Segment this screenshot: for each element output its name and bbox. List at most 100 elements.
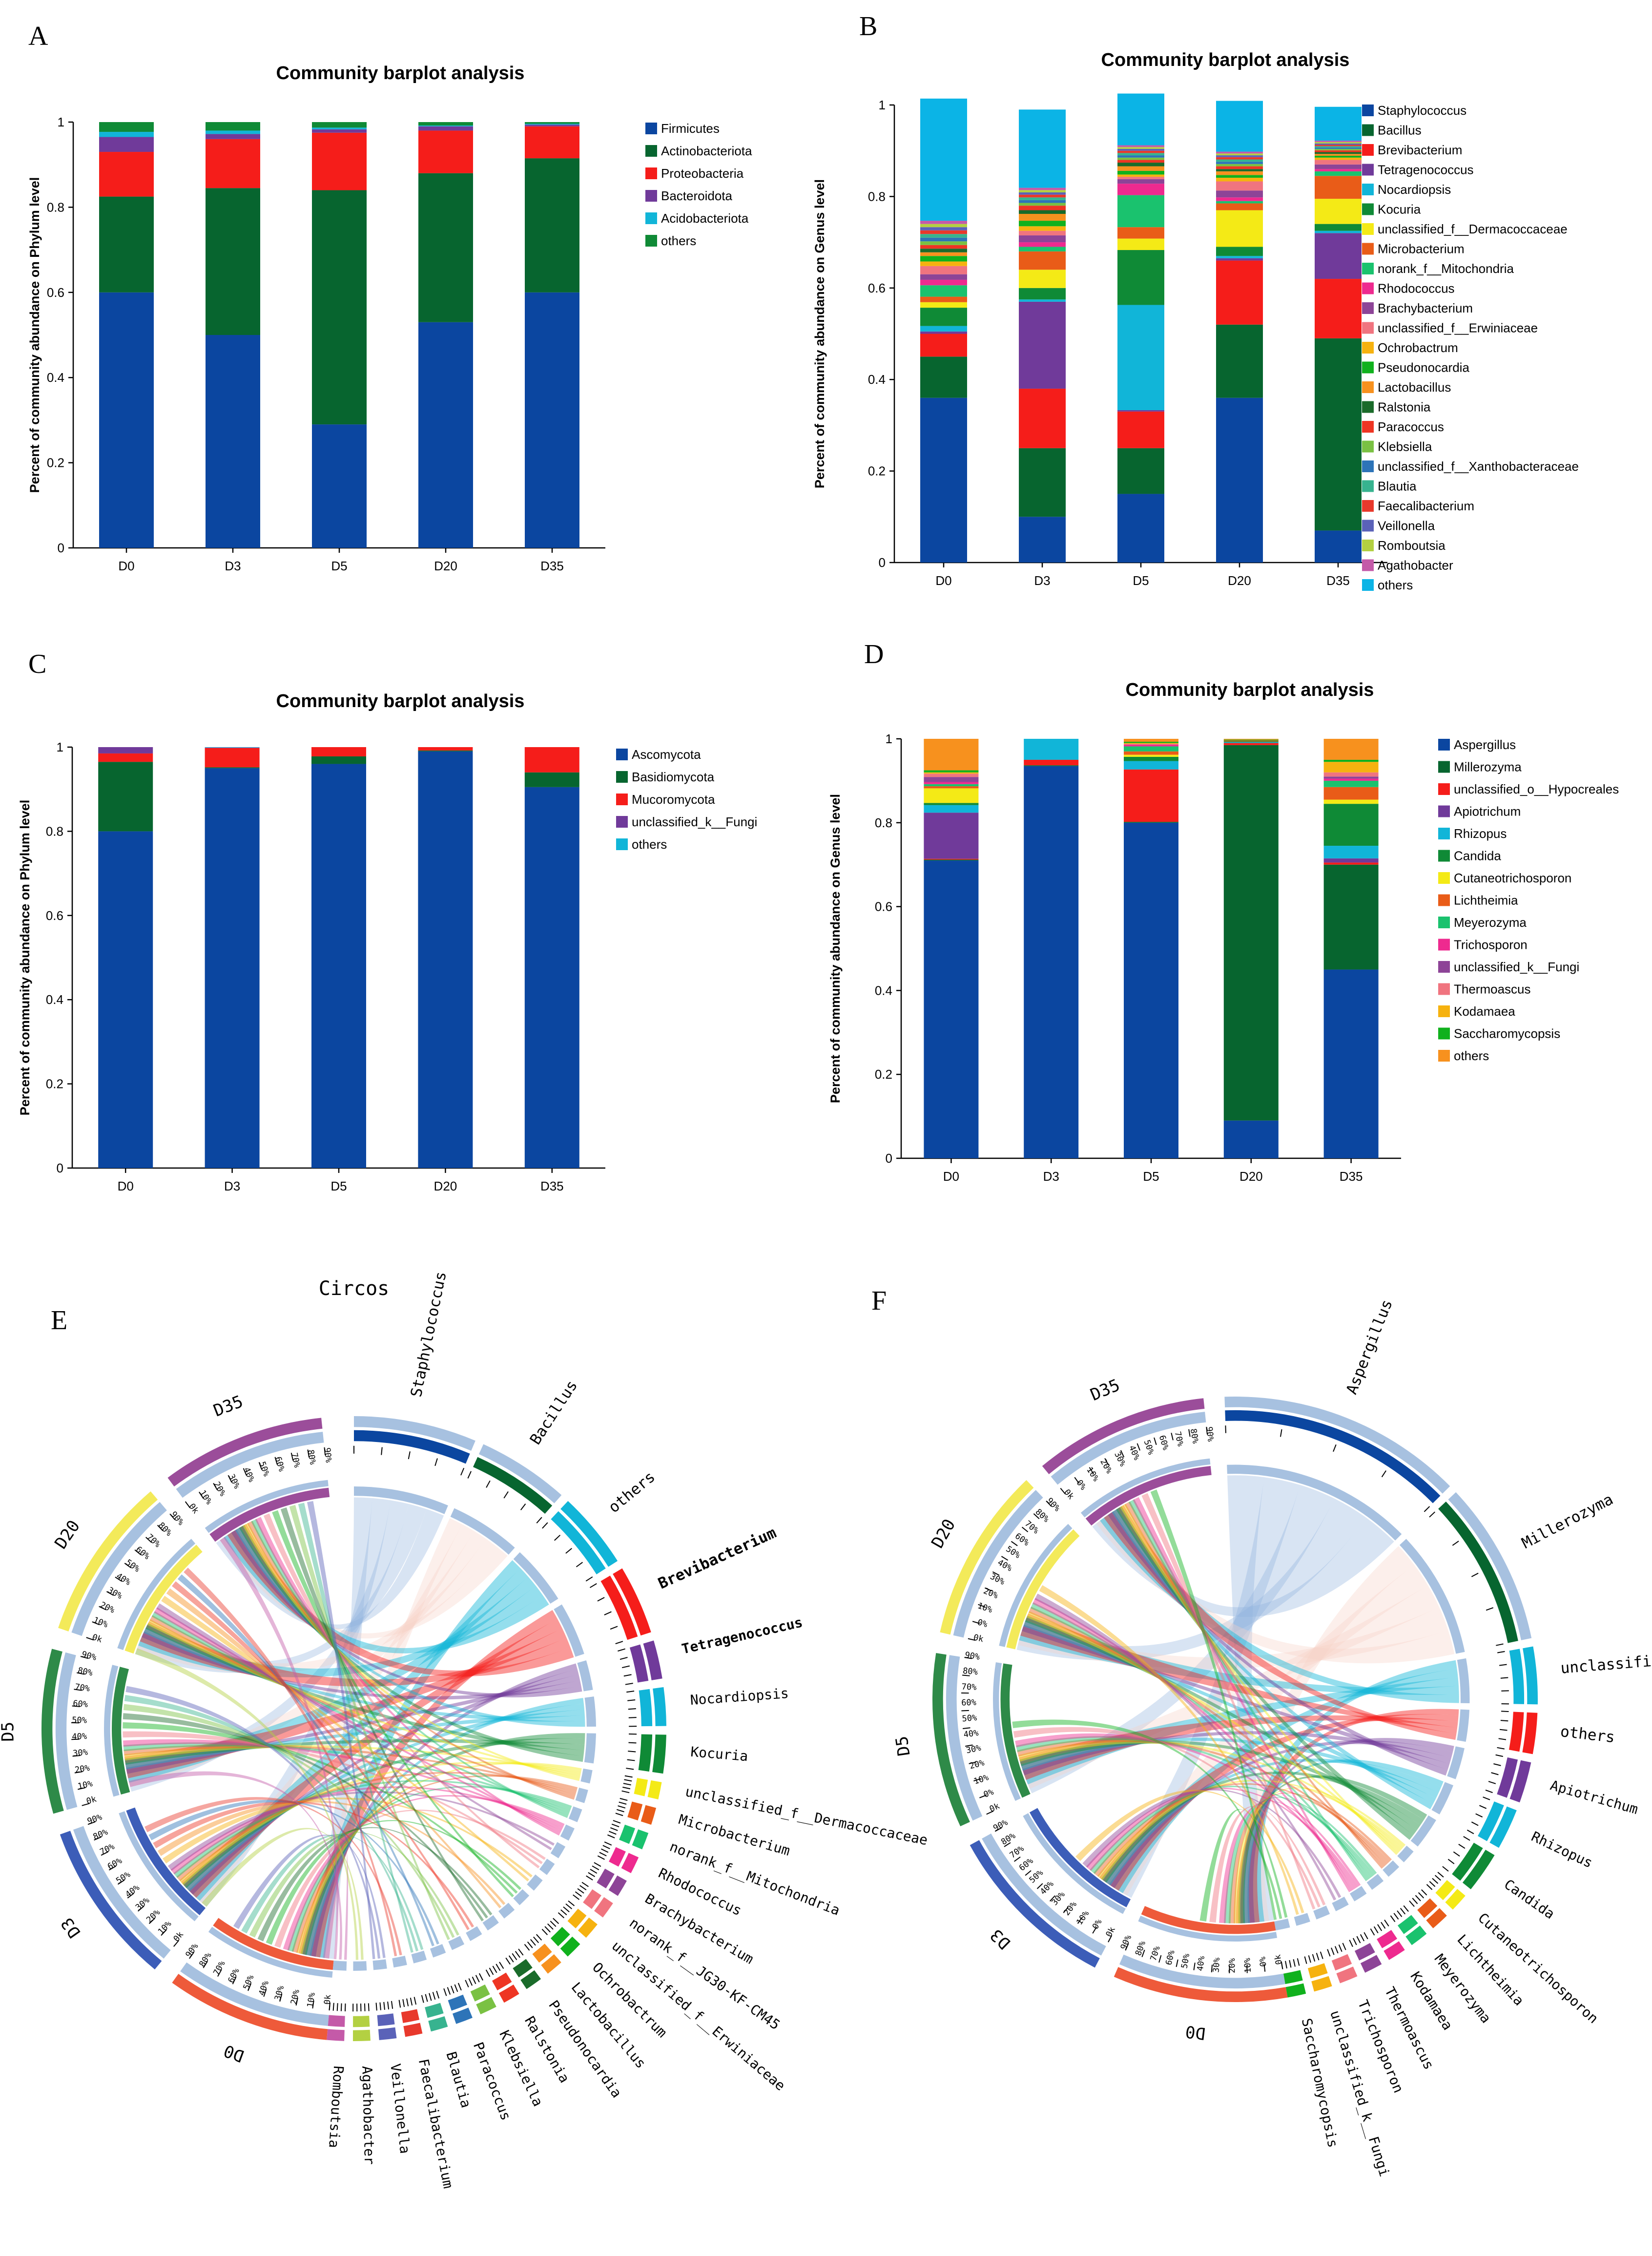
sample-inner-arc	[126, 1807, 206, 1916]
scale-tick-label: 60%	[73, 1699, 88, 1710]
taxon-mid-arc	[609, 1847, 626, 1867]
taxon-mid-arc	[1452, 1842, 1483, 1881]
taxon-label: norank_f__Mitochondria	[667, 1838, 842, 1919]
taxon-inner-arc	[392, 1956, 407, 1968]
scale-tick	[1400, 1908, 1406, 1915]
bar-segment	[206, 130, 260, 134]
bar-segment	[920, 331, 967, 334]
chord-link	[1133, 1497, 1352, 1893]
legend-swatch	[616, 794, 628, 805]
taxon-mid-arc	[1283, 1970, 1303, 1984]
x-tick-label: D5	[1143, 1169, 1159, 1184]
scale-tick	[447, 1987, 451, 1995]
bar-segment	[1216, 159, 1263, 162]
legend-label: Firmicutes	[661, 121, 720, 136]
sample-label: D5	[892, 1735, 914, 1757]
scale-tick	[1049, 1895, 1055, 1902]
scale-tick	[1089, 1467, 1094, 1474]
chord-link	[143, 1627, 585, 1722]
bar-segment	[924, 803, 979, 805]
scale-tick-label: 0%	[976, 1617, 989, 1629]
legend-label: Acidobacteriota	[661, 211, 749, 226]
scale-tick-label: 10%	[92, 1615, 109, 1630]
legend-label: Staphylococcus	[1378, 103, 1466, 118]
scale-tick-label: 30%	[1050, 1890, 1067, 1907]
taxon-inner-arc	[580, 1768, 593, 1784]
scale-tick	[623, 1674, 632, 1677]
scale-tick	[618, 1648, 625, 1652]
bar-segment	[1223, 741, 1279, 742]
bar-segment	[924, 859, 979, 861]
legend-swatch	[1362, 381, 1374, 393]
scale-tick	[1471, 1572, 1479, 1577]
chord-link	[142, 1631, 581, 1700]
legend-label: unclassified_f__Xanthobacteraceae	[1378, 459, 1579, 474]
legend-swatch	[1362, 559, 1374, 571]
sample-inner-band	[999, 1524, 1073, 1647]
legend-label: others	[661, 233, 696, 248]
bar-segment	[1216, 177, 1263, 182]
scale-tick	[145, 1537, 152, 1543]
legend-label: Brachybacterium	[1378, 301, 1473, 315]
bar-segment	[1216, 247, 1263, 256]
scale-tick	[588, 1872, 596, 1878]
scale-tick	[965, 1744, 973, 1747]
taxon-inner-arc	[550, 1842, 566, 1859]
chord-link	[1199, 1809, 1288, 1922]
scale-tick	[626, 1768, 634, 1770]
taxon-outer-arc	[640, 1805, 657, 1825]
scale-tick	[472, 1976, 476, 1984]
bar-segment	[920, 266, 967, 274]
sample-outer-arc	[58, 1491, 158, 1631]
chord-link	[135, 1504, 427, 1673]
legend-label: Microbacterium	[1378, 242, 1465, 256]
chord-link	[140, 1621, 571, 1687]
scale-tick	[1176, 1959, 1178, 1967]
taxon-outer-arc	[560, 1501, 618, 1567]
y-axis-label: Percent of community abundance on Phylum…	[18, 800, 32, 1116]
legend-swatch	[645, 212, 657, 224]
bar-segment	[418, 322, 473, 548]
taxon-label: Millerozyma	[1519, 1490, 1616, 1552]
bar-segment	[924, 788, 979, 803]
bar-segment	[1019, 190, 1066, 192]
legend-swatch	[1362, 243, 1374, 255]
scale-tick	[619, 1801, 627, 1805]
legend-label: Saccharomycopsis	[1454, 1026, 1560, 1041]
bar-segment	[1315, 338, 1362, 531]
taxon-outer-arc	[594, 1897, 613, 1918]
scale-tick	[1415, 1895, 1421, 1901]
scale-tick	[312, 2001, 314, 2009]
scale-tick	[1429, 1511, 1435, 1518]
taxon-label: Nocardiopsis	[690, 1685, 789, 1708]
scale-tick	[1025, 1870, 1032, 1876]
sample-outer-arc	[970, 1840, 1100, 1968]
x-tick-label: D0	[118, 559, 134, 573]
scale-tick-label: 0k	[1062, 1487, 1075, 1502]
bar-segment	[1315, 152, 1362, 154]
scale-tick	[1403, 1905, 1409, 1912]
scale-tick-label: 10%	[976, 1601, 994, 1615]
scale-tick	[307, 1449, 310, 1458]
sample-inner-band	[1080, 1458, 1211, 1518]
scale-tick	[597, 1597, 605, 1602]
sample-outer-arc	[1114, 1967, 1288, 2002]
bar-segment	[205, 747, 260, 748]
scale-tick	[627, 1699, 636, 1701]
scale-tick	[1352, 1938, 1357, 1945]
legend-swatch	[1438, 1005, 1450, 1017]
scale-tick-label: 60%	[273, 1456, 287, 1473]
bar-segment	[1019, 188, 1066, 190]
panel-letter-e: E	[51, 1305, 67, 1336]
bar-segment	[920, 334, 967, 357]
bar-segment	[98, 753, 153, 762]
taxon-mid-arc	[1508, 1712, 1524, 1752]
scale-tick	[340, 2003, 342, 2011]
scale-tick	[432, 1992, 436, 2000]
scale-tick-label: 30%	[227, 1473, 242, 1490]
taxon-inner-arc	[1397, 1845, 1414, 1862]
scale-tick	[1381, 1470, 1386, 1478]
bar-segment	[206, 139, 260, 188]
chord-link	[298, 1610, 558, 1958]
legend-label: Meyerozyma	[1454, 915, 1527, 930]
